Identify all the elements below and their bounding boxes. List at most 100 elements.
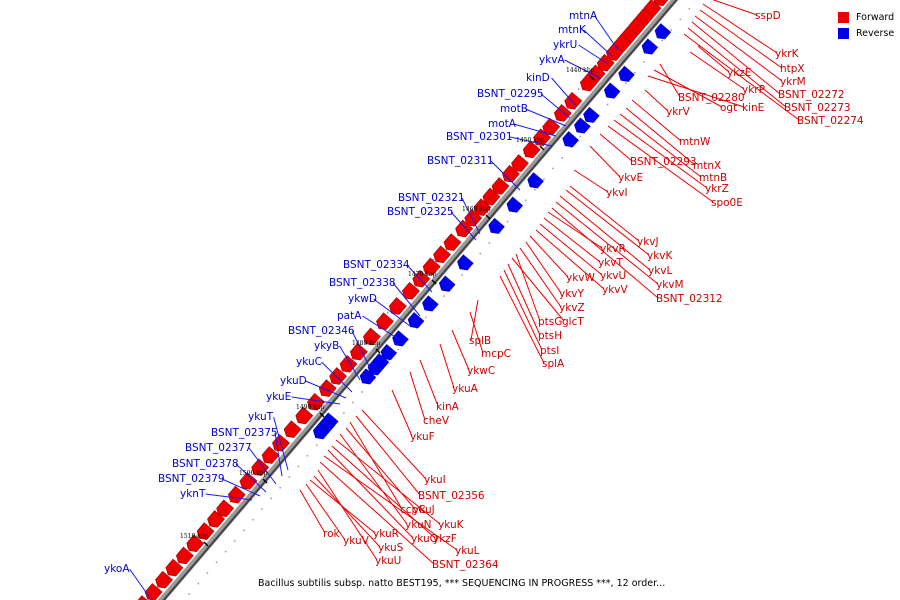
gene-label-mtnw[interactable]: mtnW <box>679 136 711 148</box>
gene-label-ykus[interactable]: ykuS <box>378 542 404 554</box>
gene-label-kine[interactable]: kinE <box>742 102 764 114</box>
gene-label-spo0e[interactable]: spo0E <box>711 197 743 209</box>
gene-label-ykwd[interactable]: ykwD <box>348 293 377 305</box>
gene-label-ykvv[interactable]: ykvV <box>602 284 629 296</box>
gene-label-ykvu[interactable]: ykvU <box>600 270 626 282</box>
gene-label-ykut[interactable]: ykuT <box>248 411 274 423</box>
gene-label-bsnt-02377[interactable]: BSNT_02377 <box>185 442 252 454</box>
gene-label-ykrm[interactable]: ykrM <box>780 76 806 88</box>
gene-label-ykun[interactable]: ykuN <box>405 519 431 531</box>
gene-label-bsnt-02379[interactable]: BSNT_02379 <box>158 473 225 485</box>
gene-label-pata[interactable]: patA <box>337 310 362 322</box>
gene-label-ykuv[interactable]: ykuV <box>343 535 370 547</box>
gene-label-ykvy[interactable]: ykvY <box>559 288 585 300</box>
gene-label-mtnb[interactable]: mtnB <box>699 172 727 184</box>
gene-label-motb[interactable]: motB <box>500 103 528 115</box>
gene-label-ykze[interactable]: ykzE <box>727 67 751 79</box>
gene-label-ykrk[interactable]: ykrK <box>775 48 800 60</box>
gene-label-bsnt-02311[interactable]: BSNT_02311 <box>427 155 494 167</box>
gene-label-bsnt-02301[interactable]: BSNT_02301 <box>446 131 513 143</box>
minor-tick <box>233 540 236 542</box>
gene-label-ykuu[interactable]: ykuU <box>375 555 401 567</box>
gene-label-ykua[interactable]: ykuA <box>452 383 479 395</box>
gene-label-ykuc[interactable]: ykuC <box>296 356 322 368</box>
gene-label-ykuk[interactable]: ykuK <box>438 519 465 531</box>
gene-label-ykvr[interactable]: ykvR <box>600 243 626 255</box>
gene-label-bsnt-02312[interactable]: BSNT_02312 <box>656 293 723 305</box>
reverse-gene-block <box>654 23 672 40</box>
gene-label-bsnt-02334[interactable]: BSNT_02334 <box>343 259 410 271</box>
gene-label-htpx[interactable]: htpX <box>780 63 805 75</box>
gene-label-glct[interactable]: glcT <box>562 316 584 328</box>
leader-line-ykvt <box>543 217 601 263</box>
gene-label-ykuo[interactable]: ykuO <box>411 533 438 545</box>
gene-label-ogt[interactable]: ogt <box>720 102 737 114</box>
gene-label-yknt[interactable]: yknT <box>180 488 206 500</box>
gene-label-bsnt-02295[interactable]: BSNT_02295 <box>477 88 544 100</box>
kbp-mark: 1460 kbp <box>462 206 491 213</box>
gene-label-ykru[interactable]: ykrU <box>553 39 577 51</box>
gene-label-ykul[interactable]: ykuL <box>455 545 480 557</box>
reverse-gene-block <box>527 172 544 189</box>
gene-label-ptsg[interactable]: ptsG <box>538 316 562 328</box>
gene-label-mota[interactable]: motA <box>488 118 517 130</box>
gene-label-ykvz[interactable]: ykvZ <box>559 302 585 314</box>
gene-label-ykva[interactable]: ykvA <box>539 54 566 66</box>
gene-label-splb[interactable]: splB <box>469 335 491 347</box>
gene-label-bsnt-02272[interactable]: BSNT_02272 <box>778 89 845 101</box>
gene-label-bsnt-02325[interactable]: BSNT_02325 <box>387 206 454 218</box>
gene-label-ptsh[interactable]: ptsH <box>538 330 562 342</box>
gene-label-bsnt-02338[interactable]: BSNT_02338 <box>329 277 396 289</box>
gene-label-ykvt[interactable]: ykvT <box>598 257 624 269</box>
gene-label-ykur[interactable]: ykuR <box>373 528 399 540</box>
gene-label-ykvi[interactable]: ykvI <box>606 187 628 199</box>
minor-tick <box>661 39 663 42</box>
gene-label-ykvw[interactable]: ykvW <box>566 272 596 284</box>
gene-label-ykwc[interactable]: ykwC <box>467 365 495 377</box>
gene-label-bsnt-02321[interactable]: BSNT_02321 <box>398 192 465 204</box>
gene-label-ykue[interactable]: ykuE <box>266 391 291 403</box>
gene-label-ykrp[interactable]: ykrP <box>742 84 765 96</box>
gene-label-bsnt-02274[interactable]: BSNT_02274 <box>797 115 864 127</box>
gene-label-bsnt-02293[interactable]: BSNT_02293 <box>630 156 697 168</box>
gene-label-rok[interactable]: rok <box>323 528 341 540</box>
gene-label-mtnx[interactable]: mtnX <box>693 160 721 172</box>
gene-label-bsnt-02378[interactable]: BSNT_02378 <box>172 458 239 470</box>
minor-tick <box>524 199 527 202</box>
gene-label-ykuj[interactable]: ykuJ <box>413 504 435 516</box>
gene-label-bsnt-02346[interactable]: BSNT_02346 <box>288 325 355 337</box>
gene-label-ykvj[interactable]: ykvJ <box>637 236 659 248</box>
gene-label-ykud[interactable]: ykuD <box>280 375 307 387</box>
gene-label-ykvl[interactable]: ykvL <box>648 265 673 277</box>
gene-label-mcpc[interactable]: mcpC <box>481 348 511 360</box>
gene-label-ykui[interactable]: ykuI <box>424 474 446 486</box>
gene-label-bsnt-02280[interactable]: BSNT_02280 <box>678 92 745 104</box>
gene-label-bsnt-02364[interactable]: BSNT_02364 <box>432 559 499 571</box>
gene-label-ykve[interactable]: ykvE <box>618 172 643 184</box>
gene-label-mtna[interactable]: mtnA <box>569 10 598 22</box>
gene-label-ykvm[interactable]: ykvM <box>656 279 684 291</box>
gene-label-mtnk[interactable]: mtnK <box>558 24 587 36</box>
gene-label-bsnt-02356[interactable]: BSNT_02356 <box>418 490 485 502</box>
gene-label-sspd[interactable]: sspD <box>755 10 781 22</box>
gene-label-ykuf[interactable]: ykuF <box>410 431 435 443</box>
gene-label-ykrv[interactable]: ykrV <box>666 106 691 118</box>
gene-label-bsnt-02375[interactable]: BSNT_02375 <box>211 427 278 439</box>
gene-label-ccpc[interactable]: ccpC <box>400 504 426 516</box>
gene-label-ykyb[interactable]: ykyB <box>314 340 339 352</box>
gene-label-bsnt-02273[interactable]: BSNT_02273 <box>784 102 851 114</box>
gene-label-ykrz[interactable]: ykrZ <box>705 183 729 195</box>
gene-label-kind[interactable]: kinD <box>526 72 550 84</box>
gene-label-chev[interactable]: cheV <box>423 415 450 427</box>
gene-label-ykzf[interactable]: ykzF <box>433 533 457 545</box>
gene-label-ykvk[interactable]: ykvK <box>647 250 674 262</box>
gene-label-kina[interactable]: kinA <box>436 401 460 413</box>
reverse-gene-block <box>583 106 600 123</box>
minor-tick <box>506 220 509 223</box>
gene-label-spla[interactable]: splA <box>542 358 565 370</box>
forward-gene-block <box>579 73 598 92</box>
reverse-gene-block <box>312 423 330 440</box>
gene-label-ykoa[interactable]: ykoA <box>104 563 130 575</box>
gene-label-ptsi[interactable]: ptsI <box>540 345 559 357</box>
